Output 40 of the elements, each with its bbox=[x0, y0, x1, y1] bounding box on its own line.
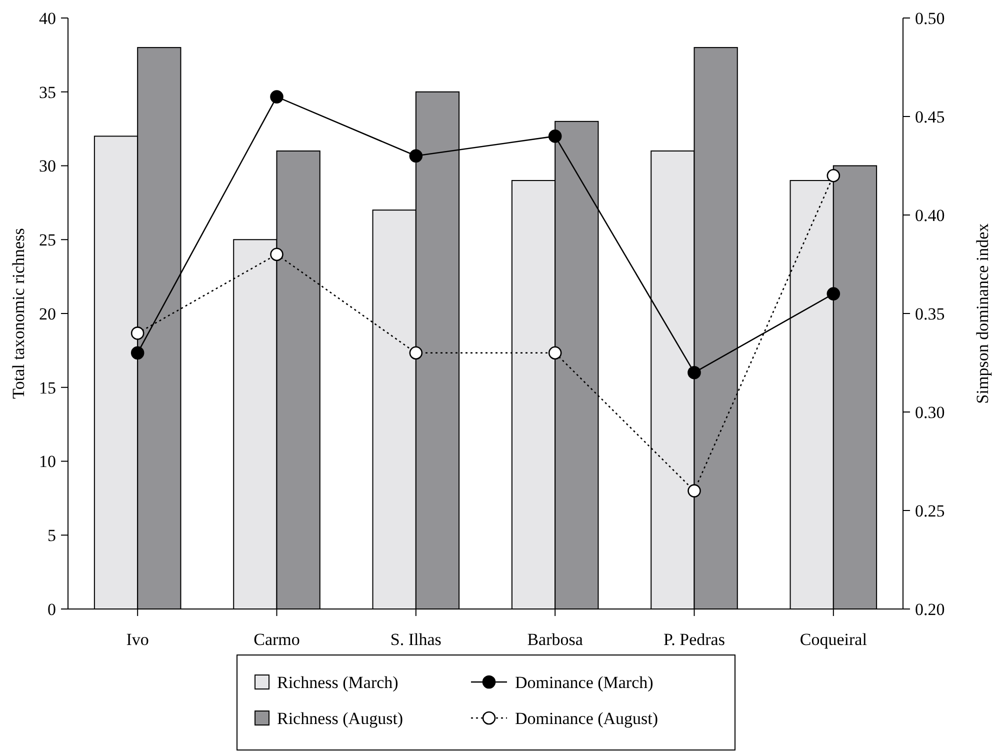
point bbox=[826, 287, 840, 300]
x-tick-label: Ivo bbox=[126, 630, 149, 649]
y-tick-label: 10 bbox=[39, 452, 56, 472]
y-tick-label: 25 bbox=[39, 230, 56, 250]
point bbox=[826, 168, 840, 182]
legend-label: Dominance (August) bbox=[515, 708, 658, 728]
y2-tick-label: 0.20 bbox=[915, 600, 945, 619]
y-tick-label: 40 bbox=[39, 8, 56, 28]
y2-tick-label: 0.45 bbox=[915, 107, 945, 126]
point bbox=[409, 346, 423, 360]
point bbox=[688, 366, 701, 380]
point bbox=[548, 130, 562, 143]
x-tick-label: P. Pedras bbox=[664, 630, 725, 649]
y-tick-label: 20 bbox=[39, 304, 56, 324]
x-tick-label: Coqueiral bbox=[800, 630, 868, 649]
y-tick-label: 30 bbox=[39, 156, 56, 176]
y-tick-label: 0 bbox=[48, 600, 56, 619]
point bbox=[270, 90, 284, 104]
point bbox=[548, 346, 562, 360]
point bbox=[688, 484, 701, 498]
y2-tick-label: 0.25 bbox=[915, 501, 945, 520]
x-tick-label: Carmo bbox=[254, 630, 300, 649]
legend-label: Richness (August) bbox=[277, 708, 404, 728]
point bbox=[270, 248, 284, 262]
point bbox=[130, 346, 144, 360]
point bbox=[130, 326, 144, 340]
y-tick-label: 5 bbox=[48, 526, 56, 546]
y-tick-label: 35 bbox=[39, 82, 56, 102]
point bbox=[409, 149, 423, 163]
legend-label: Richness (March) bbox=[277, 672, 398, 692]
y2-tick-label: 0.30 bbox=[915, 402, 945, 422]
legend-label: Dominance (March) bbox=[515, 672, 654, 692]
y2-tick-label: 0.35 bbox=[915, 304, 945, 324]
y2-axis-title: Simpson dominance index bbox=[973, 222, 992, 404]
y2-tick-label: 0.40 bbox=[915, 206, 945, 225]
y-tick-label: 15 bbox=[39, 378, 56, 398]
y-axis-title: Total taxonomic richness bbox=[9, 228, 28, 399]
x-tick-label: S. Ilhas bbox=[390, 630, 442, 649]
y2-tick-label: 0.50 bbox=[915, 8, 945, 28]
x-tick-label: Barbosa bbox=[527, 630, 584, 649]
